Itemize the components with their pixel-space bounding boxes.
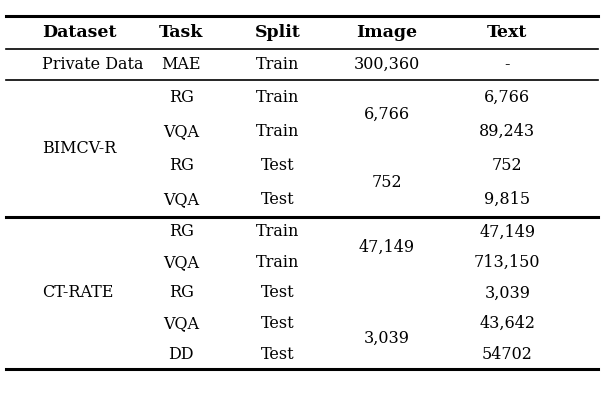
Text: Train: Train: [256, 89, 300, 106]
Text: Train: Train: [256, 56, 300, 73]
Text: Test: Test: [261, 346, 295, 363]
Text: RG: RG: [169, 89, 194, 106]
Text: VQA: VQA: [163, 191, 199, 208]
Text: DD: DD: [169, 346, 194, 363]
Text: Test: Test: [261, 191, 295, 208]
Text: Task: Task: [159, 24, 204, 41]
Text: Split: Split: [255, 24, 301, 41]
Text: CT-RATE: CT-RATE: [42, 284, 114, 301]
Text: 6,766: 6,766: [364, 106, 410, 123]
Text: 47,149: 47,149: [359, 239, 414, 256]
Text: Test: Test: [261, 284, 295, 301]
Text: VQA: VQA: [163, 123, 199, 140]
Text: 713,150: 713,150: [474, 254, 541, 271]
Text: 54702: 54702: [482, 346, 533, 363]
Text: BIMCV-R: BIMCV-R: [42, 140, 117, 157]
Text: 752: 752: [371, 174, 402, 191]
Text: 89,243: 89,243: [480, 123, 535, 140]
Text: Text: Text: [487, 24, 527, 41]
Text: 9,815: 9,815: [484, 191, 530, 208]
Text: 300,360: 300,360: [353, 56, 420, 73]
Text: Dataset: Dataset: [42, 24, 117, 41]
Text: 752: 752: [492, 157, 522, 174]
Text: Test: Test: [261, 315, 295, 332]
Text: 43,642: 43,642: [480, 315, 535, 332]
Text: Private Data: Private Data: [42, 56, 144, 73]
Text: 3,039: 3,039: [364, 330, 410, 347]
Text: MAE: MAE: [161, 56, 201, 73]
Text: Train: Train: [256, 123, 300, 140]
Text: RG: RG: [169, 157, 194, 174]
Text: Image: Image: [356, 24, 417, 41]
Text: Train: Train: [256, 254, 300, 271]
Text: VQA: VQA: [163, 315, 199, 332]
Text: 6,766: 6,766: [484, 89, 530, 106]
Text: Train: Train: [256, 223, 300, 240]
Text: -: -: [504, 56, 510, 73]
Text: VQA: VQA: [163, 254, 199, 271]
Text: RG: RG: [169, 284, 194, 301]
Text: Test: Test: [261, 157, 295, 174]
Text: 47,149: 47,149: [480, 223, 535, 240]
Text: RG: RG: [169, 223, 194, 240]
Text: 3,039: 3,039: [484, 284, 530, 301]
